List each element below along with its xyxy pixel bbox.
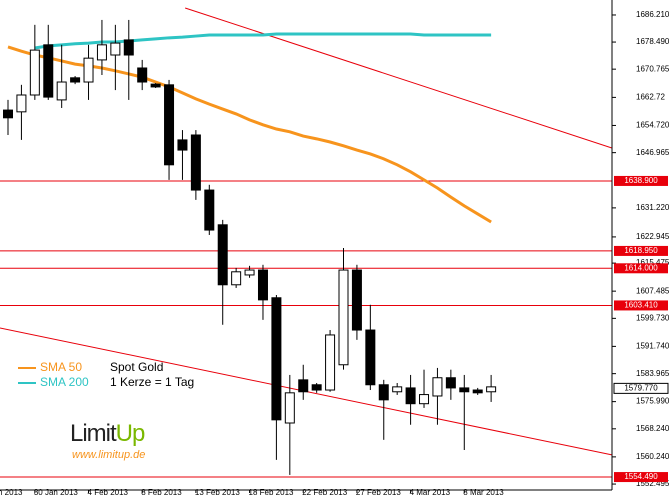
axes — [0, 0, 616, 493]
y-tick-label: 1686.210 — [636, 10, 670, 19]
level-box — [614, 472, 668, 483]
level-box — [614, 300, 668, 311]
y-tick-label: 1622.945 — [636, 232, 670, 241]
candle-body — [16, 94, 27, 113]
candle-body — [137, 67, 148, 83]
candle-body — [150, 83, 161, 88]
candle-body — [486, 386, 497, 393]
y-tick-label: 1631.220 — [636, 203, 670, 212]
candle-body — [311, 384, 322, 391]
candle-body — [164, 84, 175, 166]
candle-body — [56, 81, 67, 101]
y-tick-label: 1670.765 — [636, 64, 670, 73]
candle-body — [459, 387, 470, 393]
candle-body — [110, 42, 121, 56]
y-tick-label: 1568.240 — [636, 424, 670, 433]
last-price-box — [613, 382, 669, 394]
candle-body — [284, 392, 295, 424]
candle-body — [177, 139, 188, 151]
x-tick-label: 8 Mar 2013 — [463, 488, 504, 497]
candle-body — [83, 57, 94, 83]
candle-body — [445, 377, 456, 389]
candle-body — [217, 224, 228, 286]
candle-body — [472, 389, 483, 394]
level-label: 1614.000 — [624, 263, 658, 272]
candle-body — [123, 39, 134, 56]
legend-label: SMA 50 — [40, 360, 82, 374]
candle-body — [325, 334, 336, 391]
candle-body — [190, 134, 201, 191]
candle-body — [244, 269, 255, 276]
logo-text: LimitUp — [70, 420, 145, 447]
candle-body — [365, 329, 376, 386]
trendline — [184, 7, 612, 149]
candle-body — [204, 189, 215, 231]
logo-part: Limit — [70, 420, 117, 447]
x-tick-label: 13 Feb 2013 — [195, 488, 240, 497]
x-tick-label: 4 Mar 2013 — [410, 488, 451, 497]
candle-body — [405, 387, 416, 405]
logo-url: www.limitup.de — [72, 449, 145, 461]
legend-label: SMA 200 — [40, 375, 89, 389]
candle-body — [298, 379, 309, 393]
y-tick-label: 1615.475 — [636, 258, 670, 267]
logo-part: Up — [116, 420, 145, 447]
y-tick-label: 1678.490 — [636, 37, 670, 46]
y-tick-label: 1591.740 — [636, 341, 670, 350]
candle-body — [29, 49, 40, 96]
x-tick-label: 18 Feb 2013 — [249, 488, 294, 497]
y-tick-label: 1662.72 — [636, 92, 665, 101]
logo: LimitUp www.limitup.de — [70, 420, 146, 461]
level-label: 1554.490 — [624, 472, 658, 481]
last-price-label: 1579.770 — [624, 383, 658, 392]
candle-body — [338, 269, 349, 366]
plot-area — [0, 7, 612, 478]
candle-body — [392, 386, 403, 393]
x-tick-label: 22 Feb 2013 — [302, 488, 347, 497]
candle-body — [231, 271, 242, 286]
x-tick-label: 8 Feb 2013 — [141, 488, 182, 497]
candle-body — [351, 269, 362, 331]
x-tick-label: 27 Feb 2013 — [356, 488, 401, 497]
y-tick-label: 1646.965 — [636, 148, 670, 157]
sma-line — [34, 32, 492, 50]
y-tick-label: 1560.240 — [636, 452, 670, 461]
y-tick-label: 1607.485 — [636, 286, 670, 295]
candle-body — [271, 297, 282, 421]
level-box — [614, 263, 668, 274]
candle-body — [70, 77, 81, 83]
level-box — [614, 245, 668, 256]
candle-body — [432, 377, 443, 397]
legend: SMA 50 SMA 200 Spot Gold 1 Kerze = 1 Tag — [18, 360, 194, 389]
candle-body — [43, 44, 54, 98]
y-tick-label: 1552.495 — [636, 479, 670, 488]
clipped-date-label: n 2013 — [0, 488, 23, 497]
candle-body — [419, 394, 430, 405]
x-tick-label: 30 Jan 2013 — [34, 488, 79, 497]
instrument: Spot Gold — [110, 360, 163, 374]
candle-body — [378, 384, 389, 401]
note: 1 Kerze = 1 Tag — [110, 375, 194, 389]
level-label: 1618.950 — [624, 246, 658, 255]
y-tick-label: 1599.730 — [636, 313, 670, 322]
level-box — [614, 175, 668, 186]
candle-body — [257, 269, 268, 301]
level-label: 1638.900 — [624, 176, 658, 185]
x-tick-label: 4 Feb 2013 — [88, 488, 129, 497]
y-tick-label: 1654.720 — [636, 121, 670, 130]
y-tick-label: 1575.990 — [636, 397, 670, 406]
candle-body — [96, 44, 107, 61]
candle-body — [3, 109, 13, 119]
y-tick-label: 1583.965 — [636, 369, 670, 378]
level-label: 1603.410 — [624, 301, 658, 310]
